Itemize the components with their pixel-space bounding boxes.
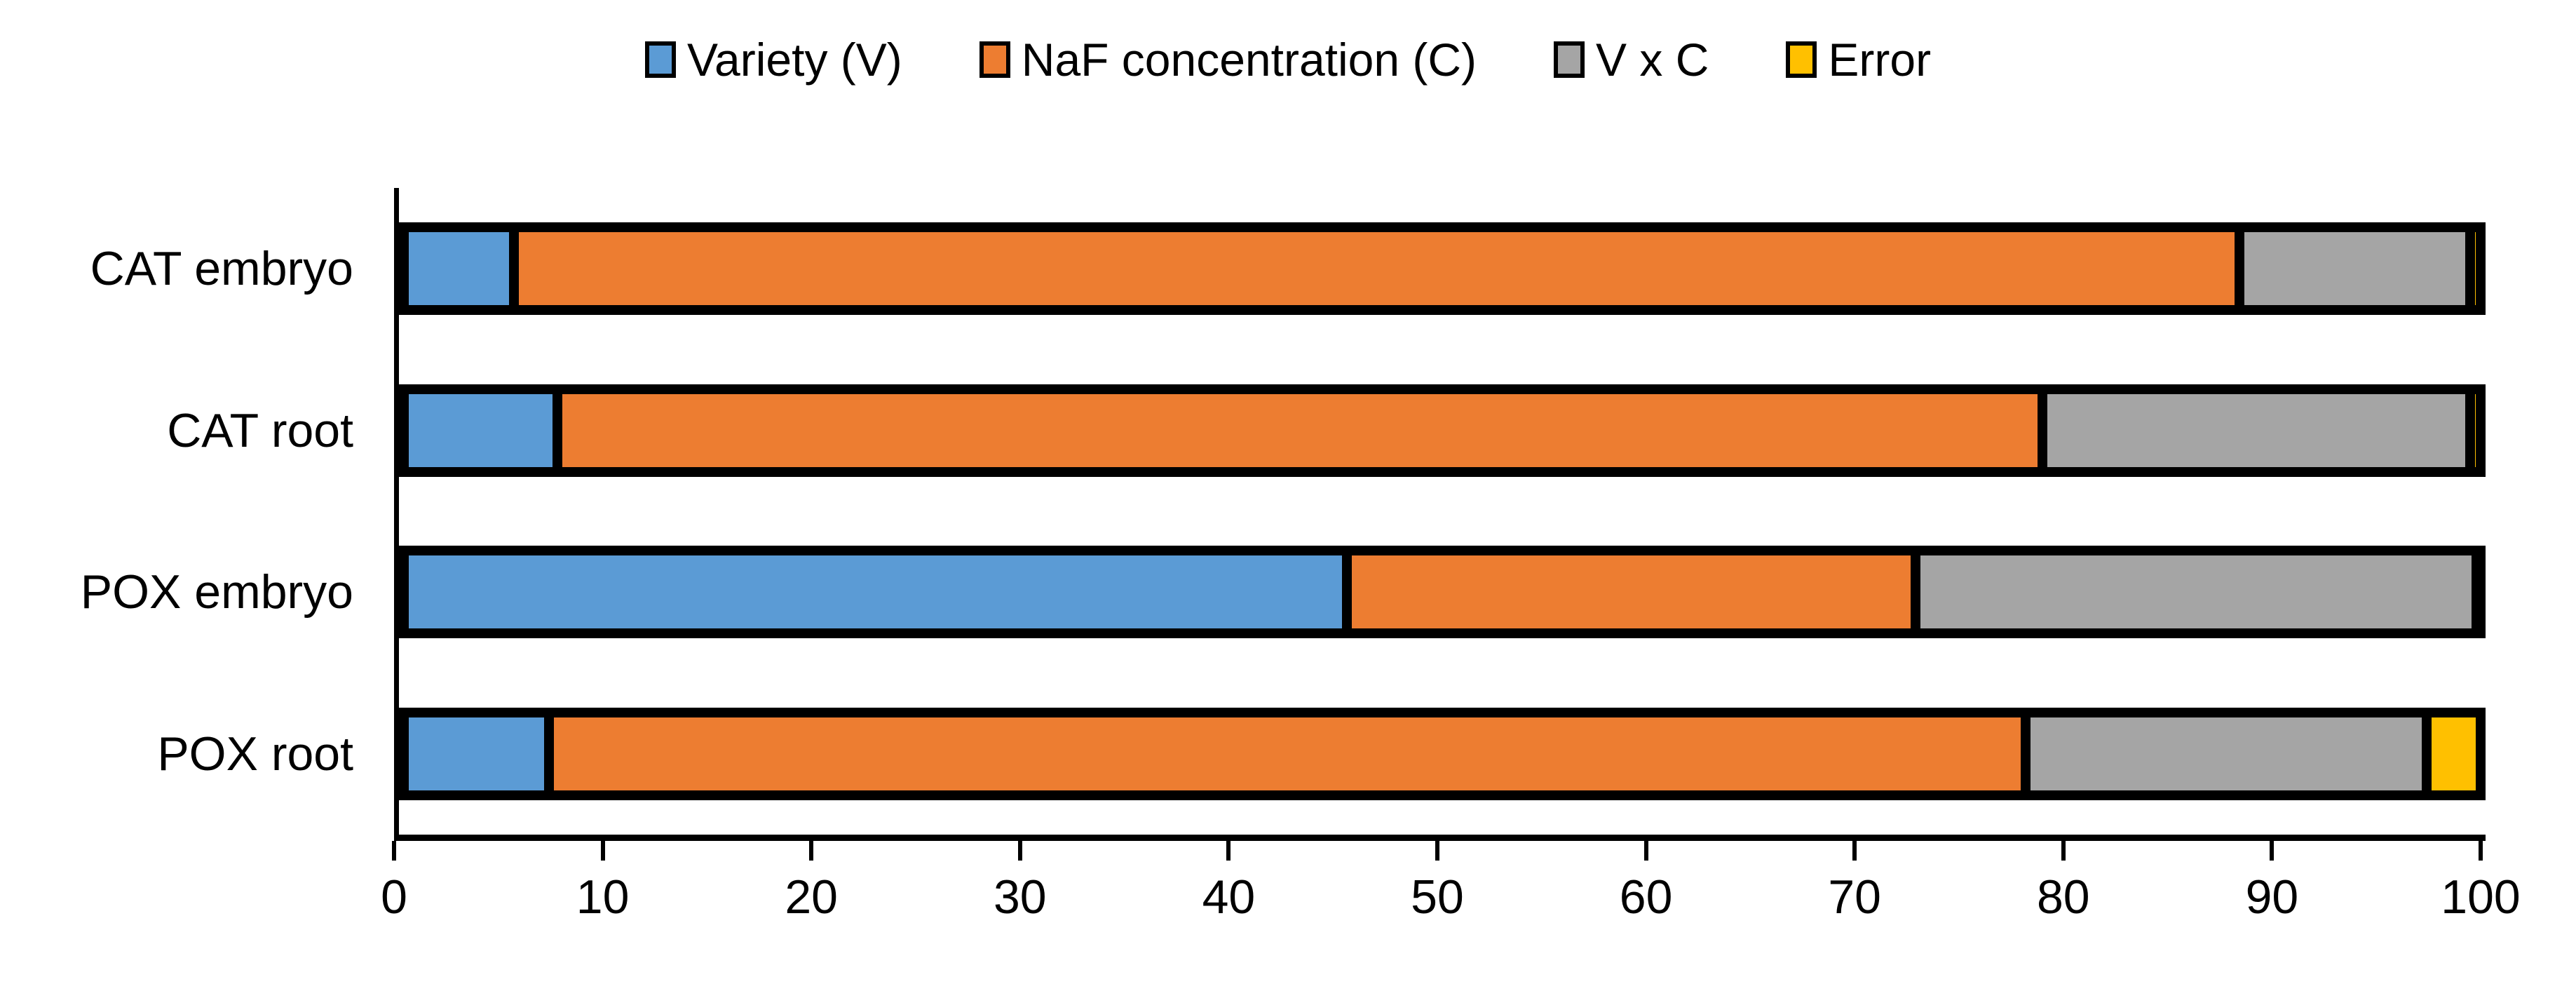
x-axis-tick-60	[1643, 841, 1648, 861]
legend-label-naf-concentration: NaF concentration (C)	[1021, 34, 1477, 86]
plot-area	[394, 188, 2486, 841]
x-axis-tick-100	[2479, 841, 2483, 861]
x-axis-tick-label-90: 90	[2245, 870, 2299, 924]
bar-segment-v-x-c-pox-root	[2026, 712, 2427, 795]
chart-legend: Variety (V) NaF concentration (C) V x C …	[0, 36, 2576, 83]
bar-segment-variety-v-pox-embryo	[404, 551, 1347, 634]
legend-label-variety: Variety (V)	[686, 34, 902, 86]
legend-item-naf-concentration: NaF concentration (C)	[979, 36, 1477, 83]
x-axis-tick-label-50: 50	[1411, 870, 1464, 924]
bar-segment-error-cat-root	[2470, 389, 2481, 472]
bar-segment-error-pox-root	[2426, 712, 2481, 795]
x-axis-tick-70	[1852, 841, 1857, 861]
x-axis-tick-label-70: 70	[1828, 870, 1882, 924]
legend-label-v-x-c: V x C	[1596, 34, 1709, 86]
bar-segment-v-x-c-pox-embryo	[1916, 551, 2477, 634]
stacked-bar-pox-root	[399, 707, 2486, 800]
legend-swatch-error-icon	[1786, 41, 1817, 78]
x-axis-tick-label-40: 40	[1202, 870, 1256, 924]
category-label-pox-embryo: POX embryo	[80, 565, 353, 619]
x-axis-tick-0	[392, 841, 396, 861]
legend-swatch-variety-icon	[644, 41, 676, 78]
stacked-bar-pox-embryo	[399, 546, 2486, 639]
category-label-cat-embryo: CAT embryo	[90, 242, 353, 296]
category-labels: CAT embryo CAT root POX embryo POX root	[0, 188, 374, 835]
bar-segment-variety-v-cat-root	[404, 389, 558, 472]
x-axis-tick-50	[1435, 841, 1439, 861]
x-axis-tick-80	[2061, 841, 2066, 861]
legend-swatch-naf-concentration-icon	[979, 41, 1010, 78]
x-axis-tick-label-80: 80	[2036, 870, 2090, 924]
x-axis-tick-10	[600, 841, 605, 861]
bar-segment-variety-v-cat-embryo	[404, 227, 514, 311]
stacked-bar-cat-embryo	[399, 222, 2486, 316]
x-axis-tick-30	[1017, 841, 1022, 861]
bar-segment-naf-concentration-c-pox-root	[549, 712, 2026, 795]
bar-segment-variety-v-pox-root	[404, 712, 550, 795]
bar-segment-v-x-c-cat-embryo	[2239, 227, 2471, 311]
x-axis: 0 10 20 30 40 50 60 70 80 90 100	[381, 841, 2521, 953]
legend-item-variety: Variety (V)	[644, 34, 902, 86]
x-axis-tick-label-10: 10	[576, 870, 630, 924]
bar-row-pox-embryo	[399, 511, 2486, 673]
bar-segment-v-x-c-cat-root	[2042, 389, 2471, 472]
stacked-bar-cat-root	[399, 384, 2486, 477]
x-axis-tick-40	[1226, 841, 1231, 861]
x-axis-tick-label-100: 100	[2441, 870, 2521, 924]
x-axis-tick-label-20: 20	[785, 870, 839, 924]
x-axis-tick-label-60: 60	[1619, 870, 1673, 924]
x-axis-tick-20	[809, 841, 814, 861]
legend-swatch-v-x-c-icon	[1554, 41, 1585, 78]
bar-segment-naf-concentration-c-pox-embryo	[1346, 551, 1916, 634]
bar-row-cat-root	[399, 350, 2486, 512]
bar-segment-error-cat-embryo	[2470, 227, 2481, 311]
bar-segment-naf-concentration-c-cat-embryo	[513, 227, 2240, 311]
bar-row-cat-embryo	[399, 188, 2486, 350]
x-axis-tick-90	[2270, 841, 2275, 861]
category-label-cat-root: CAT root	[167, 403, 353, 457]
category-label-pox-root: POX root	[157, 727, 353, 781]
bar-row-pox-root	[399, 673, 2486, 835]
legend-item-error: Error	[1786, 36, 1931, 83]
legend-item-v-x-c: V x C	[1554, 36, 1709, 83]
bar-segment-error-pox-embryo	[2476, 551, 2481, 634]
x-axis-tick-label-30: 30	[993, 870, 1047, 924]
bar-segment-naf-concentration-c-cat-root	[557, 389, 2043, 472]
x-axis-tick-label-0: 0	[381, 870, 407, 924]
legend-label-error: Error	[1828, 34, 1932, 86]
